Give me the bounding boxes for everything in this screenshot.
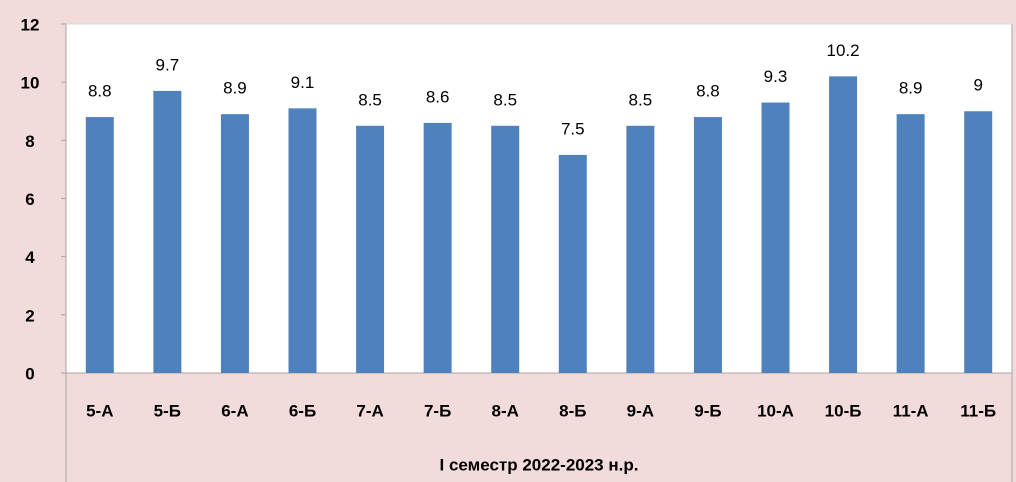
y-tick-label: 2	[25, 306, 34, 325]
y-tick-label: 12	[21, 15, 40, 34]
value-label: 7.5	[561, 119, 585, 138]
bar	[288, 108, 317, 373]
x-tick-label: 8-А	[492, 401, 519, 420]
x-tick-label: 10-Б	[825, 401, 862, 420]
value-label: 8.8	[88, 82, 112, 101]
x-tick-label: 6-Б	[289, 401, 316, 420]
y-tick-label: 10	[21, 74, 40, 93]
value-label: 9.7	[156, 55, 180, 74]
y-tick-label: 6	[25, 190, 34, 209]
bar	[558, 154, 587, 373]
x-tick-label: 10-А	[757, 401, 794, 420]
y-tick-label: 0	[25, 364, 34, 383]
value-label: 9.1	[291, 73, 315, 92]
bar	[220, 114, 249, 374]
value-label: 8.5	[358, 90, 382, 109]
x-tick-label: 5-Б	[154, 401, 181, 420]
bar	[423, 122, 452, 373]
value-label: 10.2	[827, 41, 860, 60]
value-label: 9.3	[764, 67, 788, 86]
value-label: 8.9	[899, 79, 923, 98]
x-tick-label: 5-А	[86, 401, 113, 420]
bar	[693, 117, 722, 373]
x-tick-label: 11-А	[893, 401, 929, 420]
bar	[761, 102, 790, 374]
x-tick-label: 11-Б	[960, 401, 996, 420]
x-tick-label: 9-Б	[694, 401, 721, 420]
bar	[626, 125, 655, 374]
value-label: 8.9	[223, 79, 247, 98]
bar	[896, 114, 925, 374]
bar	[153, 90, 182, 374]
value-label: 8.5	[629, 90, 653, 109]
x-tick-label: 7-Б	[424, 401, 451, 420]
y-tick-label: 8	[25, 132, 34, 151]
plot-area	[66, 24, 1012, 373]
x-tick-label: 9-А	[627, 401, 654, 420]
bar	[829, 76, 858, 373]
value-label: 9	[973, 76, 982, 95]
y-tick-label: 4	[25, 248, 35, 267]
x-axis-label: І семестр 2022-2023 н.р.	[440, 455, 639, 474]
value-label: 8.8	[696, 82, 720, 101]
x-tick-label: 6-А	[221, 401, 248, 420]
bar	[964, 111, 993, 373]
value-label: 8.5	[493, 90, 517, 109]
value-label: 8.6	[426, 87, 450, 106]
bar	[491, 125, 520, 374]
x-tick-label: 8-Б	[559, 401, 586, 420]
bar	[356, 125, 385, 374]
x-tick-label: 7-А	[356, 401, 383, 420]
bar	[85, 117, 114, 373]
